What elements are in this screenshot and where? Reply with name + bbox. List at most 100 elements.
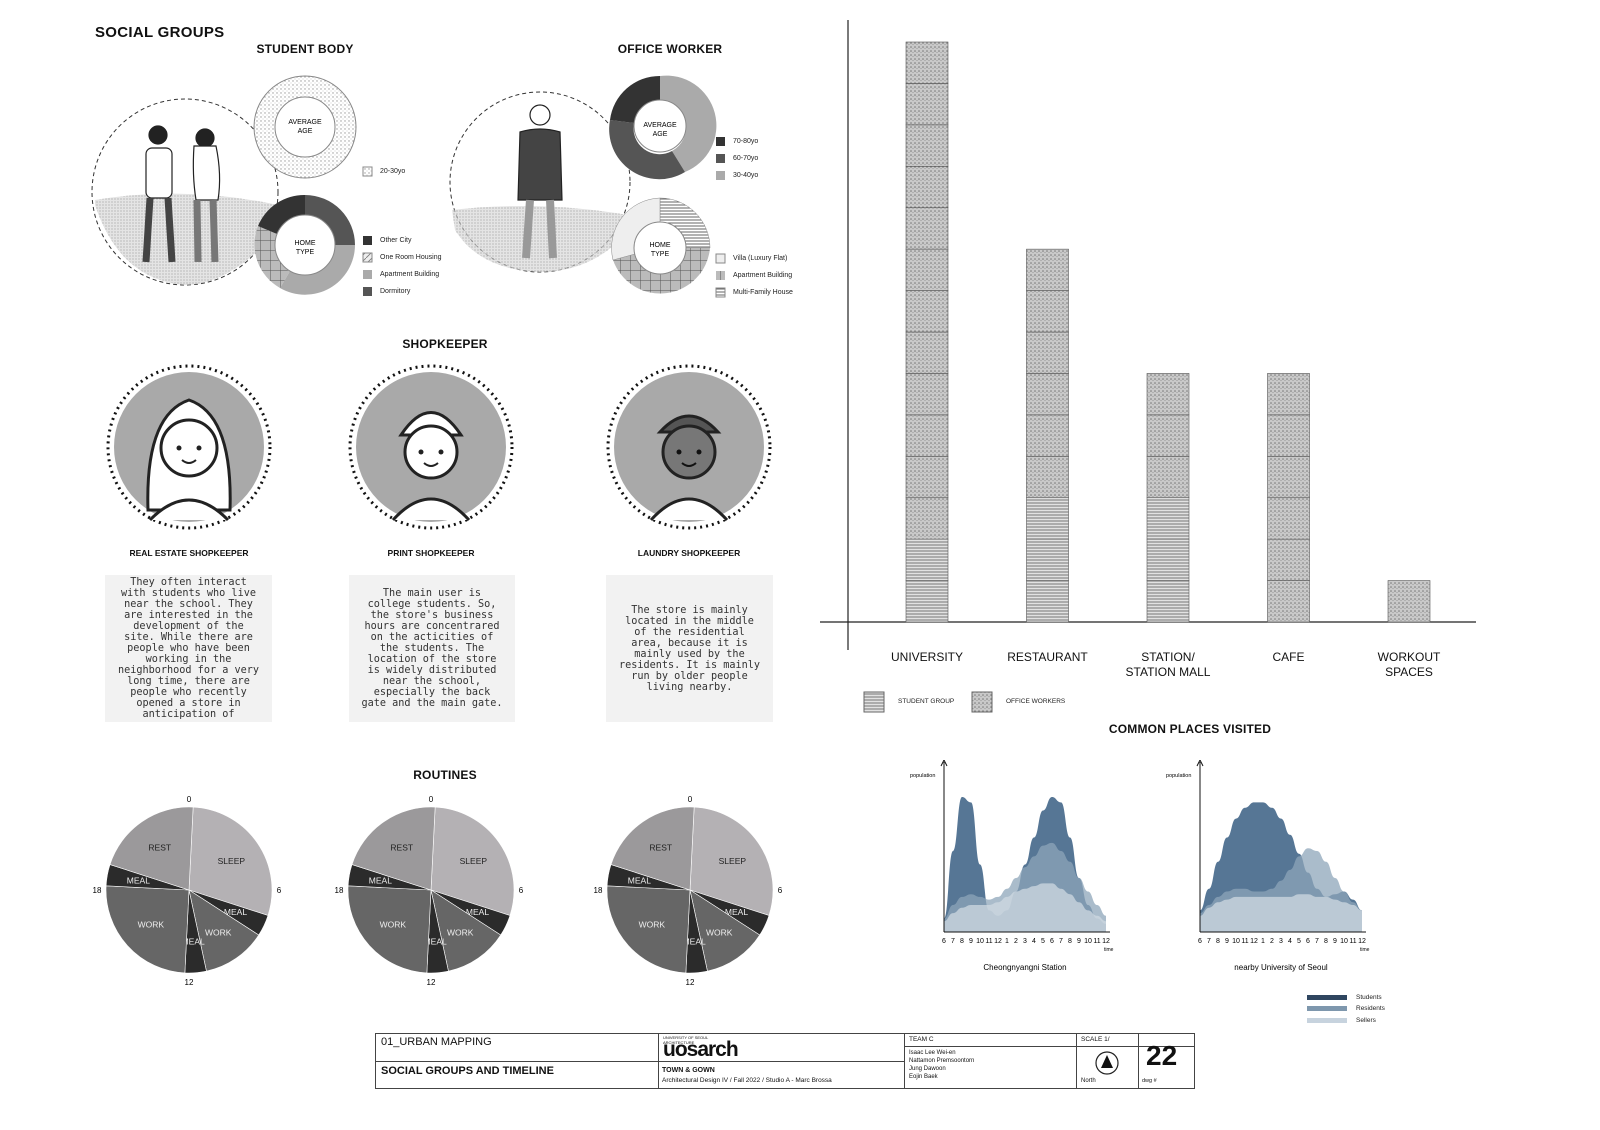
area-x-tick: 6 xyxy=(1198,938,1202,945)
page-title: SOCIAL GROUPS xyxy=(95,24,225,41)
clock-tick-label: 0 xyxy=(688,795,693,804)
student-home-type-donut xyxy=(254,194,355,295)
pie-slice xyxy=(430,889,502,972)
area-x-tick: 12 xyxy=(1102,938,1110,945)
social-groups-diagram: AVERAGE AGE HOME TYPE AVERAGE AGE xyxy=(91,75,726,298)
team-name: TEAM C xyxy=(909,1036,934,1043)
office-home-legend-swatch-3 xyxy=(715,287,726,298)
area-x-tick: 9 xyxy=(1225,938,1229,945)
office-home-legend-1: Villa (Luxury Flat) xyxy=(733,255,788,262)
clock-tick-label: 12 xyxy=(185,978,194,987)
student-figures-icon xyxy=(142,125,221,263)
area-x-tick: 5 xyxy=(1041,938,1045,945)
student-avg-age-label-line2: AGE xyxy=(298,128,313,135)
clock-tick-label: 12 xyxy=(427,978,436,987)
clock-tick-label: 12 xyxy=(686,978,695,987)
office-age-legend-2: 60-70yo xyxy=(733,155,759,162)
pie-slice-label: REST xyxy=(148,843,171,853)
bar-category-label: WORKOUT SPACES xyxy=(1377,650,1441,679)
pie-slice-label: MEAL xyxy=(628,876,651,886)
area-x-tick: 2 xyxy=(1270,938,1274,945)
legend-swatch-office-workers xyxy=(971,691,993,713)
bar-legend-swatches xyxy=(863,691,993,713)
print-description: The main user is college students. So, t… xyxy=(349,575,515,722)
bar-segment-student-group xyxy=(1026,580,1069,623)
legend-office-workers: OFFICE WORKERS xyxy=(1006,698,1066,705)
pie-slice-label: WORK xyxy=(380,920,407,930)
bar-segment-office-workers xyxy=(905,83,949,126)
bar-segment-office-workers xyxy=(905,165,949,209)
area-x-tick: 11 xyxy=(985,938,992,945)
office-age-legend-1: 70-80yo xyxy=(733,138,759,145)
clock-tick-label: 6 xyxy=(277,886,282,895)
pie-slice-label: MEAL xyxy=(725,907,748,917)
student-home-legend-swatch-4 xyxy=(363,287,372,296)
student-body-heading: STUDENT BODY xyxy=(256,42,354,56)
bar-segment-office-workers xyxy=(905,414,949,457)
area-chart-title: nearby University of Seoul xyxy=(1234,963,1328,972)
laundry-shopkeeper-avatar-icon xyxy=(606,364,772,530)
north-label: North xyxy=(1081,1078,1096,1084)
project-name: 01_URBAN MAPPING xyxy=(381,1036,492,1048)
area-x-tick: 7 xyxy=(1315,938,1319,945)
clock-tick-label: 18 xyxy=(93,886,102,895)
common-places-heading: COMMON PLACES VISITED xyxy=(1108,722,1272,736)
area-x-tick: 7 xyxy=(951,938,955,945)
pie-slice xyxy=(689,806,774,916)
pie-slice-label: MEAL xyxy=(466,907,489,917)
bar-segment-office-workers xyxy=(1026,373,1069,416)
pie-slice xyxy=(188,889,260,972)
bar-segment-office-workers xyxy=(905,41,949,84)
team-member: Isaac Lee Wei-en xyxy=(909,1050,956,1056)
area-x-tick: 8 xyxy=(1068,938,1072,945)
pie-slice xyxy=(430,806,515,916)
pie-slice xyxy=(105,885,190,974)
clock-tick-label: 18 xyxy=(335,886,344,895)
pie-slice-label: MEAL xyxy=(424,936,447,946)
bar-segment-office-workers xyxy=(905,290,949,333)
pie-slice-label: WORK xyxy=(138,920,165,930)
area-x-tick: 12 xyxy=(1358,938,1366,945)
legend-swatch-students xyxy=(1307,995,1347,1000)
course-detail: Architectural Design IV / Fall 2022 / St… xyxy=(662,1077,832,1084)
office-home-legend-2: Apartment Building xyxy=(733,272,793,279)
area-legend-swatches xyxy=(1307,995,1347,1023)
bar-category-label: UNIVERSITY xyxy=(890,650,963,664)
student-home-type-line2: TYPE xyxy=(296,249,315,256)
area-x-tick: 3 xyxy=(1023,938,1027,945)
area-x-tick: 1 xyxy=(1005,938,1009,945)
area-ylabel: population xyxy=(910,773,935,779)
bar-segment-office-workers xyxy=(905,124,949,167)
print-shopkeeper-label: PRINT SHOPKEEPER xyxy=(387,548,475,558)
bar-segment-office-workers xyxy=(1267,414,1310,457)
bar-segment-student-group xyxy=(905,580,949,623)
pie-slice-label: SLEEP xyxy=(719,856,747,866)
team-member: Jung Dawoon xyxy=(909,1066,946,1072)
clock-tick-label: 6 xyxy=(778,886,783,895)
student-home-legend-1: Other City xyxy=(380,237,412,244)
bar-category-label: RESTAURANT xyxy=(1007,650,1088,664)
bar-segment-office-workers xyxy=(1146,414,1190,457)
student-home-type-line1: HOME xyxy=(295,240,316,247)
bar-segment-student-group xyxy=(1026,538,1069,581)
routines-heading: ROUTINES xyxy=(413,768,477,782)
legend-sellers: Sellers xyxy=(1356,1017,1376,1024)
bar-segment-office-workers xyxy=(905,248,949,291)
student-home-legend-2: One Room Housing xyxy=(380,254,442,261)
pie-slice-label: MEAL xyxy=(224,907,247,917)
office-age-legend-3: 30-40yo xyxy=(733,172,759,179)
area-x-tick: 5 xyxy=(1297,938,1301,945)
area-x-tick: 11 xyxy=(1093,938,1100,945)
student-home-legend-4: Dormitory xyxy=(380,288,411,295)
bar-segment-office-workers xyxy=(1267,497,1310,540)
area-x-tick: 12 xyxy=(1250,938,1258,945)
course-name: TOWN & GOWN xyxy=(662,1067,715,1074)
area-x-tick: 10 xyxy=(1084,938,1092,945)
student-home-legend-swatch-1 xyxy=(363,236,372,245)
legend-swatch-student-group xyxy=(863,691,885,713)
pie-slice-label: WORK xyxy=(447,927,474,937)
area-x-tick: 10 xyxy=(1232,938,1240,945)
